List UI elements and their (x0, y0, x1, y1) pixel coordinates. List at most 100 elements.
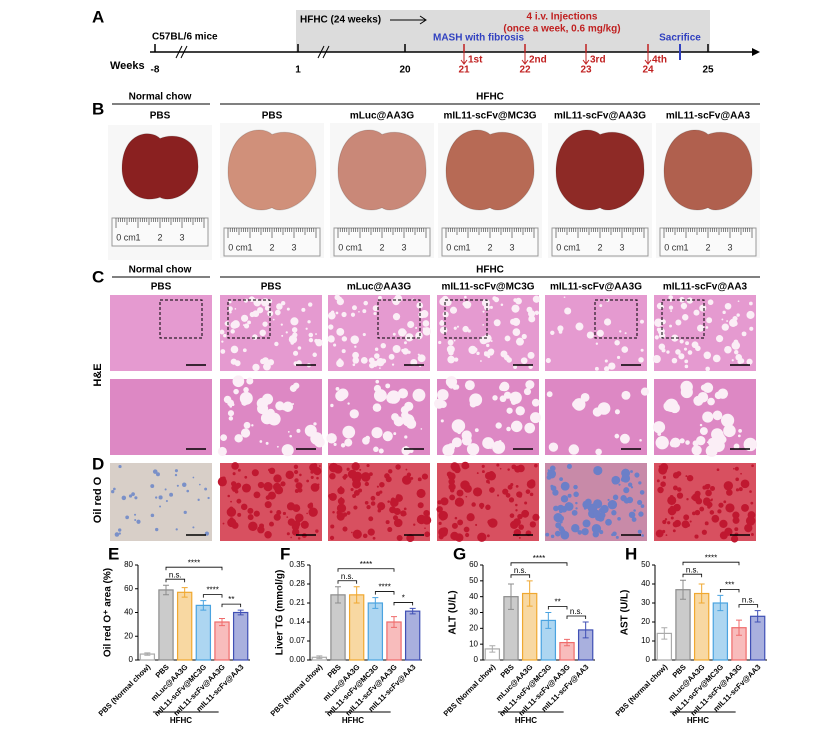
micrograph-texture (734, 466, 739, 471)
micrograph-texture (368, 516, 374, 522)
micrograph-texture (523, 388, 532, 396)
micrograph-texture (586, 331, 594, 339)
micrograph-texture (634, 472, 640, 478)
micrograph-texture (259, 329, 266, 337)
significance-label: n.s. (742, 596, 755, 605)
y-tick-label: 10 (641, 636, 650, 645)
micrograph-texture (731, 341, 741, 350)
micrograph-texture (417, 477, 422, 482)
significance-bracket (547, 606, 568, 610)
significance-bracket (221, 603, 242, 608)
micrograph-texture (248, 296, 255, 303)
micrograph-texture (305, 327, 308, 330)
micrograph-texture (449, 306, 458, 314)
micrograph-texture (442, 311, 449, 318)
micrograph-texture (222, 522, 225, 525)
micrograph-texture (722, 310, 726, 315)
micrograph-texture (276, 485, 280, 489)
micrograph-texture (297, 346, 302, 350)
micrograph-texture (244, 475, 248, 479)
micrograph-texture (262, 393, 274, 405)
significance-bracket (165, 566, 223, 571)
bar (675, 589, 691, 661)
micrograph-texture (317, 483, 320, 486)
micrograph-texture (410, 359, 418, 366)
micrograph-texture (709, 510, 715, 515)
micrograph-texture (546, 475, 552, 480)
micrograph-texture (308, 302, 313, 307)
micrograph-texture (253, 298, 262, 307)
micrograph-texture (691, 341, 699, 349)
micrograph-texture (418, 311, 426, 319)
micrograph-texture (136, 519, 141, 524)
y-tick-label: 50 (641, 560, 650, 569)
micrograph-texture (293, 464, 299, 470)
micrograph-texture (689, 520, 692, 523)
error-bar (353, 586, 360, 604)
micrograph-texture (464, 295, 467, 299)
significance-bracket (719, 589, 740, 593)
micrograph-texture (366, 463, 370, 468)
micrograph-texture (741, 331, 747, 337)
micrograph-texture (571, 524, 580, 533)
micrograph-texture (638, 481, 642, 485)
y-tick-label: 0 (474, 655, 479, 664)
column-label: mIL11-scFv@MC3G (443, 111, 536, 122)
micrograph-texture (260, 298, 270, 307)
micrograph-texture (685, 475, 688, 478)
micrograph-texture (580, 392, 590, 402)
micrograph-texture (700, 384, 708, 391)
micrograph-texture (439, 400, 447, 409)
y-tick-label: 60 (124, 584, 133, 593)
micrograph-texture (242, 348, 247, 353)
micrograph-texture (526, 479, 536, 489)
micrograph-texture (694, 509, 701, 516)
micrograph-texture (335, 311, 339, 315)
micrograph-texture (387, 527, 393, 533)
injection-arrow-head (644, 59, 652, 65)
micrograph-texture (502, 488, 509, 495)
micrograph-texture (527, 351, 535, 359)
micrograph-texture (392, 313, 401, 321)
micrograph-texture (492, 395, 498, 401)
micrograph-texture (374, 353, 380, 359)
micrograph-texture (492, 296, 497, 301)
micrograph-texture (374, 347, 379, 351)
micrograph-texture (393, 432, 397, 436)
micrograph-texture (659, 463, 669, 472)
micrograph-texture (241, 314, 249, 322)
micrograph-texture (243, 323, 250, 329)
micrograph-texture (337, 497, 345, 505)
micrograph-texture (705, 326, 709, 329)
micrograph-texture (402, 414, 415, 427)
micrograph-texture (447, 355, 455, 364)
micrograph-texture (362, 309, 367, 314)
micrograph-texture (726, 320, 729, 323)
micrograph-texture (229, 310, 232, 314)
group-label: HFHC (515, 716, 537, 725)
micrograph-texture (437, 500, 442, 505)
micrograph-texture (749, 490, 752, 493)
micrograph-texture (236, 498, 242, 504)
micrograph-texture (217, 477, 227, 487)
micrograph-texture (388, 353, 395, 360)
micrograph-texture (438, 521, 442, 525)
micrograph-texture (703, 351, 712, 360)
micrograph-texture (175, 528, 178, 531)
micrograph-texture (228, 416, 234, 421)
micrograph-texture (575, 501, 578, 505)
micrograph-texture (347, 469, 357, 479)
micrograph-texture (509, 513, 515, 518)
micrograph-texture (507, 468, 510, 471)
micrograph-texture (315, 333, 317, 335)
micrograph-texture (667, 521, 671, 525)
micrograph-texture (745, 516, 756, 526)
week-label: 24 (642, 65, 654, 76)
micrograph-texture (550, 330, 555, 335)
error-bar (582, 621, 589, 639)
micrograph-texture (530, 412, 542, 424)
micrograph-texture (286, 307, 290, 311)
micrograph-texture (454, 516, 458, 520)
micrograph-texture (118, 464, 122, 469)
